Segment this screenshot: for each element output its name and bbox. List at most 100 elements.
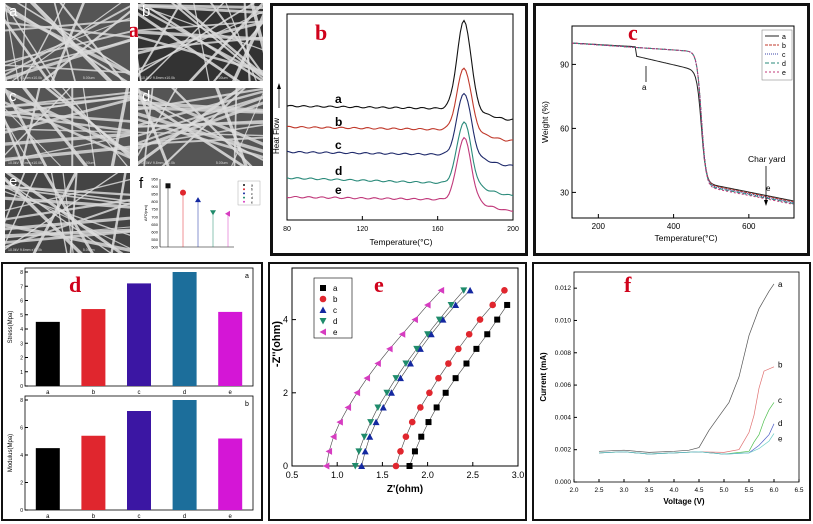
sem-image-letter: e [9,173,18,190]
nyquist-point-e [344,403,352,411]
sem-fibers [138,88,263,166]
inset-ytick-label: 950 [151,177,158,182]
y-tick-label: 3 [20,341,23,347]
x-tick-label: 1.0 [331,470,344,480]
nyquist-point-b [417,404,424,411]
inset-legend-box [237,180,261,206]
x-axis-label: Z'(ohm) [387,484,423,495]
sem-fiber [5,186,130,250]
x-tick-label: c [138,514,141,519]
sem-fiber [21,3,27,81]
y-tick-label: 0.000 [555,479,572,486]
nyquist-point-d [392,375,400,382]
x-tick-label: 200 [507,226,519,233]
y-tick-label: 8 [20,398,23,404]
nyquist-point-c [358,462,366,469]
inset-marker [225,210,230,217]
legend-label: c [782,52,786,59]
nyquist-point-e [374,360,381,368]
sem-fiber [82,88,96,166]
x-tick-label: 3.0 [619,487,628,494]
nyquist-point-e [411,316,418,324]
y-tick-label: 2 [20,356,23,362]
nyquist-point-c [366,433,374,440]
nyquist-point-d [355,448,363,455]
y-tick-label: 8 [20,270,23,276]
nyquist-point-c [387,389,395,396]
inset-y-label: AFD(nm) [143,204,148,221]
sem-fiber [231,92,263,166]
bar-d [172,272,197,386]
tga-line-a [571,42,794,202]
nyquist-point-a [463,360,470,367]
sem-fiber [5,196,130,209]
nyquist-point-b [489,301,496,309]
y-tick-label: 5 [20,313,23,319]
sem-image-letter: c [9,88,17,105]
nyquist-point-b [455,345,462,353]
nyquist-point-c [466,286,474,294]
x-tick-label: d [183,514,186,519]
bar-a [35,448,60,510]
sem-fiber [5,178,130,212]
legend-label: a [333,284,338,293]
inset-legend-label: a [251,184,253,188]
dsc-line-e [286,136,514,212]
y-tick-label: 90 [560,60,569,69]
sem-fiber [5,226,130,239]
sem-fiber [16,3,130,74]
x-tick-label: b [92,514,96,519]
panel-f-label: f [624,272,632,297]
lsv-line-e [598,433,775,455]
sem-fiber [69,173,78,253]
x-tick-label: 1.5 [376,470,389,480]
x-tick-label: c [138,390,141,396]
y-tick-label: 0 [20,384,23,390]
lsv-line-d [598,423,775,455]
legend-marker [319,318,327,325]
nyquist-point-c [439,316,447,323]
x-tick-label: 2.5 [467,470,480,480]
x-tick-label: 160 [432,226,444,233]
y-tick-label: 2 [283,388,288,398]
nyquist-point-d [447,301,455,309]
x-axis-label: Voltage (V) [663,497,705,506]
inset-ytick-label: 700 [151,214,158,219]
panel-b: b 80 120 160 200 Temperature(°C) Heat Flow a b c… [270,3,528,256]
nyquist-point-c [372,418,380,426]
bar-b [81,435,106,510]
sem-scalebar-text: 10.0kV 9.6mm x10.0k 5.00um [8,248,95,252]
nyquist-point-b [501,287,508,294]
x-tick-label: e [229,514,233,519]
inset-legend-marker [243,184,245,186]
x-axis-label: Temperature(°C) [370,237,433,247]
nyquist-point-d [424,331,432,338]
x-tick-label: 2.0 [421,470,434,480]
sem-fiber [5,117,25,166]
nyquist-point-a [418,433,425,440]
x-tick-label: 80 [283,226,291,233]
inset-ytick-label: 650 [151,222,158,227]
sem-image-letter: d [142,88,151,105]
sem-fiber [5,228,130,238]
sem-fiber [138,88,263,111]
bar-a [35,321,60,386]
y-axis-label: Modulus(Mpa) [8,434,14,472]
nyquist-line-a [409,304,508,467]
lsv-line-c [598,402,775,455]
sem-fiber [5,18,51,81]
nyquist-point-b [402,433,410,441]
char-yard-arrowhead [764,200,768,206]
afd-inset-plot: 500 550 600 650 700 750 800 850 900 950 AFD(nm) abc… [143,177,261,250]
series-label: a [778,280,783,289]
sem-fiber [138,88,170,166]
legend-marker [319,295,327,303]
y-tick-label: 0.012 [555,285,572,292]
x-tick-label: 3.0 [512,470,525,480]
sem-fibers [138,3,263,81]
inset-legend-label: c [251,192,253,196]
panel-d: d 0 1 2 3 4 5 6 7 8 Stress(Mpa) a a b c d e 0 2 4 6 8 Modulus… [1,262,263,521]
dsc-line-a [286,19,514,121]
nyquist-point-a [406,463,413,469]
